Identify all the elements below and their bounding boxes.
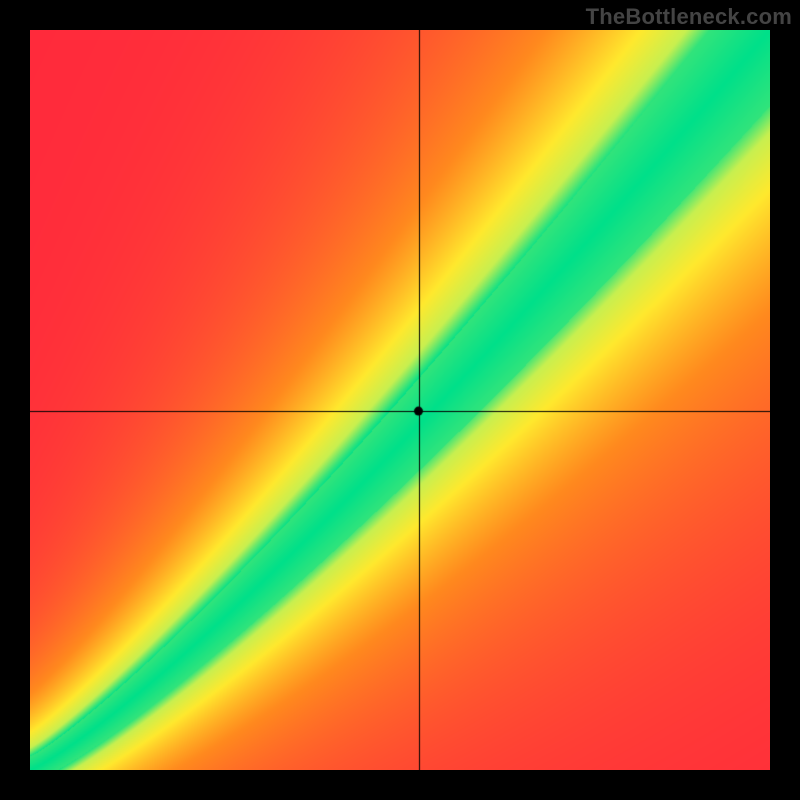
watermark-text: TheBottleneck.com <box>586 4 792 30</box>
heatmap-canvas <box>30 30 770 770</box>
heatmap-plot <box>30 30 770 770</box>
